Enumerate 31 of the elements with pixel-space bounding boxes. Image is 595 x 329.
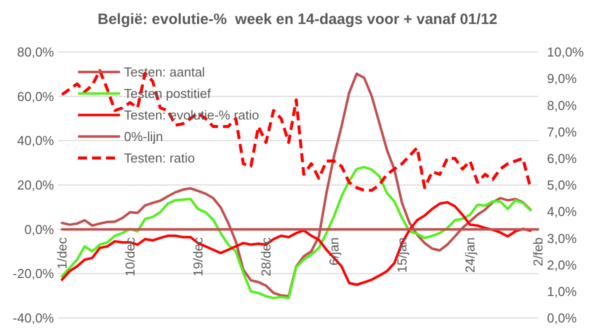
legend-label: 0%-lijn <box>124 129 164 144</box>
y2-tick-label: 0,0% <box>547 310 578 326</box>
y-tick-label: 0,0% <box>24 222 54 237</box>
y-tick-label: -40,0% <box>12 310 54 326</box>
x-tick-label: 1/dec <box>54 236 70 270</box>
y2-tick-label: 5,0% <box>547 178 578 193</box>
y-tick-label: 80,0% <box>17 44 54 60</box>
x-tick-label: 15/jan <box>394 237 410 273</box>
x-tick-label: 10/dec <box>122 236 138 276</box>
x-tick-label: 24/jan <box>462 237 478 273</box>
line-series <box>60 69 532 192</box>
y2-tick-label: 7,0% <box>547 124 578 140</box>
y2-tick-label: 1,0% <box>547 284 578 299</box>
legend-label: Testen: aantal <box>124 64 206 80</box>
x-tick-label: 2/feb <box>530 237 546 266</box>
y2-tick-label: 2,0% <box>547 257 578 272</box>
y-tick-label: 20,0% <box>17 178 54 193</box>
y-tick-label: 40,0% <box>17 133 54 148</box>
y2-tick-label: 9,0% <box>547 71 578 86</box>
x-tick-label: 6/jan <box>326 237 342 266</box>
x-tick-label: 19/dec <box>190 236 206 276</box>
x-tick-label: 28/dec <box>258 236 274 276</box>
y2-tick-label: 3,0% <box>547 230 578 246</box>
legend-label: Testen: ratio <box>124 150 195 166</box>
y-tick-label: 60,0% <box>17 88 54 104</box>
y2-tick-label: 4,0% <box>547 204 578 220</box>
y-tick-label: -20,0% <box>12 266 54 282</box>
y2-tick-label: 6,0% <box>547 150 578 166</box>
y2-tick-label: 8,0% <box>547 98 578 113</box>
chart-title: België: evolutie-% week en 14-daags voor + vanaf 01/12 <box>98 11 498 28</box>
y2-tick-label: 10,0% <box>547 44 584 60</box>
